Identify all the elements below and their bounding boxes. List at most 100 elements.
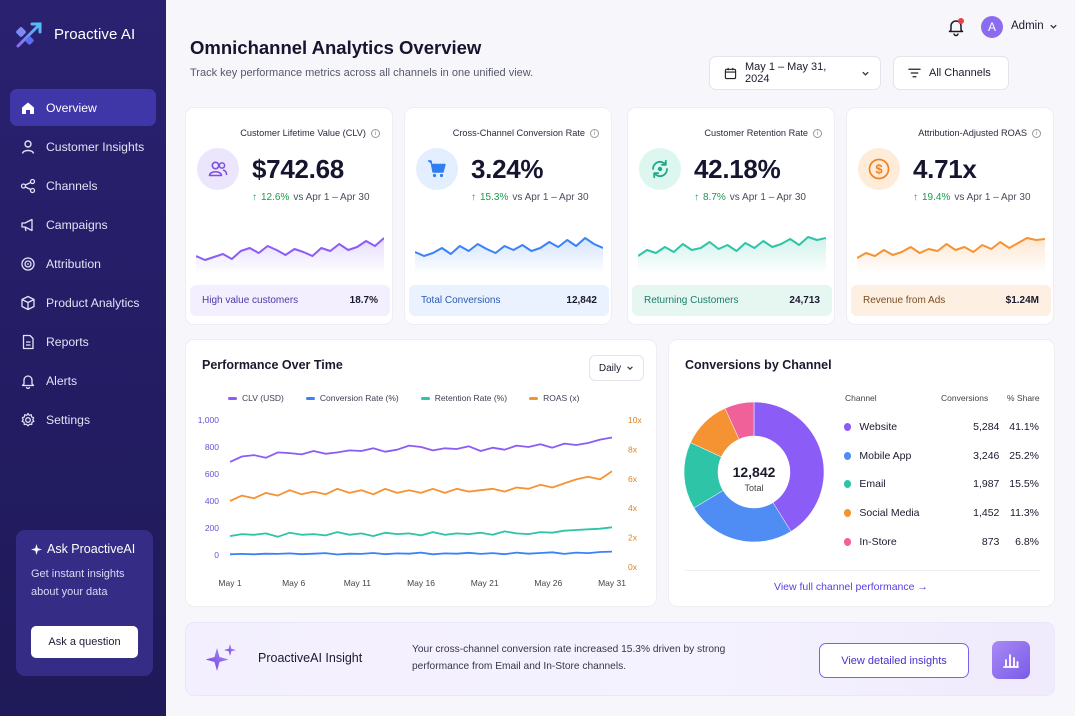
sidebar-item-alerts[interactable]: Alerts — [10, 362, 156, 399]
ask-subtitle: Get instant insights about your data — [31, 568, 125, 598]
kpi-delta-pct: 19.4% — [922, 192, 951, 203]
sparkline-area — [196, 238, 384, 274]
notifications-button[interactable] — [946, 17, 966, 42]
series-line-0 — [229, 436, 613, 463]
kpi-value: 4.71x — [913, 154, 977, 184]
sidebar-item-attribution[interactable]: Attribution — [10, 245, 156, 282]
info-icon[interactable]: i — [1032, 128, 1041, 138]
y-right-tick-label: 6x — [628, 474, 638, 484]
sparkline-area — [857, 238, 1045, 274]
kpi-delta: ↑ 8.7% vs Apr 1 – Apr 30 — [694, 192, 806, 203]
target-icon — [21, 256, 35, 271]
info-icon[interactable]: i — [590, 128, 599, 138]
channel-row[interactable]: In-Store 873 6.8% — [844, 536, 1039, 548]
kpi-footer: Total Conversions 12,842 — [409, 285, 609, 316]
sparkline — [857, 237, 1045, 274]
legend-dot — [844, 538, 852, 546]
view-insights-button[interactable]: View detailed insights — [819, 643, 969, 678]
avatar[interactable]: A — [981, 16, 1003, 38]
kpi-card-roas[interactable]: Attribution-Adjusted ROAS i $ 4.71x ↑ 19.4… — [846, 107, 1054, 325]
y-left-tick-label: 400 — [205, 496, 219, 506]
sidebar-item-label: Alerts — [46, 373, 78, 388]
kpi-delta-pct: 12.6% — [261, 192, 290, 203]
legend-item[interactable]: Conversion Rate (%) — [305, 393, 399, 403]
sparkline — [415, 237, 603, 274]
channel-row[interactable]: Email 1,987 15.5% — [844, 478, 1039, 490]
insight-text: Your cross-channel conversion rate incre… — [412, 644, 726, 672]
kpi-label-row: Customer Retention Rate i — [704, 128, 822, 138]
info-icon[interactable]: i — [371, 128, 380, 138]
y-left-tick-label: 1,000 — [198, 415, 220, 425]
kpi-delta: ↑ 15.3% vs Apr 1 – Apr 30 — [471, 192, 589, 203]
view-channel-performance-link[interactable]: View full channel performance → — [774, 581, 928, 593]
kpi-compare: vs Apr 1 – Apr 30 — [729, 192, 806, 203]
chevron-down-icon — [1049, 24, 1057, 29]
info-icon[interactable]: i — [813, 128, 822, 138]
user-menu[interactable]: Admin — [1011, 20, 1058, 32]
channel-row[interactable]: Social Media 1,452 11.3% — [844, 507, 1039, 519]
sidebar-item-settings[interactable]: Settings — [10, 401, 156, 438]
sidebar-item-label: Settings — [46, 412, 91, 427]
series-line-2 — [229, 526, 613, 538]
divider — [685, 570, 1040, 571]
date-range-picker[interactable]: May 1 – May 31, 2024 — [709, 56, 881, 90]
kpi-card-conversion[interactable]: Cross-Channel Conversion Rate i 3.24% ↑ 15… — [404, 107, 612, 325]
kpi-label: Customer Lifetime Value (CLV) — [240, 128, 366, 138]
sparkline — [196, 237, 384, 274]
kpi-footer-label: High value customers — [202, 295, 299, 306]
channel-row[interactable]: Website 5,284 41.1% — [844, 421, 1039, 433]
legend-item[interactable]: CLV (USD) — [228, 393, 284, 403]
col-header-conversions: Conversions — [941, 393, 989, 403]
channel-conversions: 1,452 — [973, 507, 1000, 519]
kpi-delta: ↑ 19.4% vs Apr 1 – Apr 30 — [913, 192, 1031, 203]
sidebar-item-reports[interactable]: Reports — [10, 323, 156, 360]
legend-item[interactable]: ROAS (x) — [529, 393, 579, 403]
user-name: Admin — [1011, 20, 1044, 32]
bar-chart-icon[interactable] — [992, 641, 1030, 679]
y-left-tick-label: 200 — [205, 523, 219, 533]
sidebar-item-label: Reports — [46, 334, 89, 349]
legend-item[interactable]: Retention Rate (%) — [420, 393, 507, 403]
kpi-card-clv[interactable]: Customer Lifetime Value (CLV) i $742.68 ↑… — [185, 107, 393, 325]
kpi-card-retention[interactable]: Customer Retention Rate i 42.18% ↑ 8.7% vs … — [627, 107, 835, 325]
chart-legend: CLV (USD) Conversion Rate (%) Retention … — [228, 393, 579, 403]
performance-chart: 0 200 400 600 800 1,000 0x 2x 4x 6x 8x 10x May 1 May … — [198, 415, 643, 588]
kpi-footer-label: Revenue from Ads — [863, 295, 946, 306]
brand-name: Proactive AI — [54, 25, 136, 43]
cart-icon — [416, 148, 458, 190]
sidebar-item-channels[interactable]: Channels — [10, 167, 156, 204]
series-line-1 — [229, 550, 613, 556]
share-icon — [20, 178, 36, 193]
channel-name: Mobile App — [859, 450, 912, 462]
sparkline-area — [415, 238, 603, 274]
sidebar-item-overview[interactable]: Overview — [10, 89, 156, 126]
channel-name: Social Media — [859, 507, 920, 519]
channel-filter[interactable]: All Channels — [893, 56, 1009, 90]
kpi-footer-value: 18.7% — [349, 295, 378, 306]
kpi-label: Attribution-Adjusted ROAS — [918, 128, 1027, 138]
sidebar-item-product-analytics[interactable]: Product Analytics — [10, 284, 156, 321]
granularity-select[interactable]: Daily — [589, 355, 644, 381]
donut-chart — [683, 401, 825, 543]
sidebar-item-campaigns[interactable]: Campaigns — [10, 206, 156, 243]
refresh-icon — [639, 148, 681, 190]
arrow-up-icon: ↑ — [913, 192, 918, 203]
page-subtitle: Track key performance metrics across all… — [190, 67, 534, 79]
channel-share: 41.1% — [1009, 421, 1040, 433]
brand[interactable]: Proactive AI — [14, 18, 135, 50]
ask-question-button[interactable]: Ask a question — [31, 626, 138, 658]
channel-conversions: 1,987 — [973, 478, 1000, 490]
channel-row[interactable]: Mobile App 3,246 25.2% — [844, 450, 1039, 462]
bell-icon — [948, 18, 964, 37]
kpi-label-row: Customer Lifetime Value (CLV) i — [240, 128, 380, 138]
legend-label: ROAS (x) — [543, 393, 580, 403]
y-right-tick-label: 10x — [628, 415, 642, 425]
channel-share: 11.3% — [1010, 507, 1040, 519]
donut-center-label: Total — [744, 483, 764, 493]
channel-share: 15.5% — [1009, 478, 1040, 490]
legend-dot — [844, 480, 852, 488]
sidebar-item-customer-insights[interactable]: Customer Insights — [10, 128, 156, 165]
kpi-footer-label: Total Conversions — [421, 295, 501, 306]
kpi-value: $742.68 — [252, 154, 344, 184]
sidebar-item-label: Campaigns — [46, 217, 108, 232]
